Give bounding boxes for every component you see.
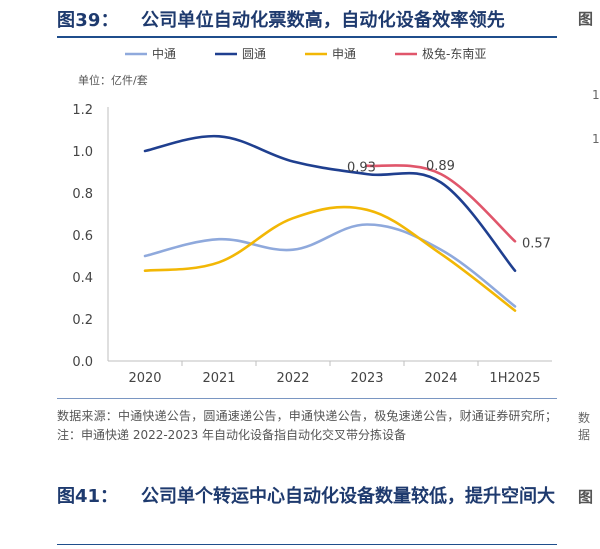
unit-label: 单位：亿件/套	[78, 73, 148, 87]
series-group	[143, 134, 517, 312]
legend-label: 中通	[152, 46, 176, 61]
source-note: 数据来源：中通快递公告，圆通速递公告，申通快递公告，极兔速递公告，财通证券研究所…	[57, 409, 557, 442]
series-line	[143, 134, 517, 272]
x-tick-label: 2021	[202, 371, 235, 386]
figure-title-bottom: 图41： 公司单个转运中心自动化设备数量较低，提升空间大	[57, 483, 557, 511]
y-tick-label: 0.8	[72, 187, 93, 202]
data-label: 0.93	[347, 161, 376, 176]
series-line	[365, 164, 517, 243]
figure-title-top: 图39： 公司单位自动化票数高，自动化设备效率领先	[57, 6, 505, 32]
right-column-tick-fragment: 1	[592, 132, 600, 146]
legend-label: 申通	[332, 47, 356, 61]
title-rule	[57, 36, 557, 38]
data-label: 0.89	[426, 159, 455, 174]
line-chart: 中通 圆通 申通 极兔-东南亚 单位：亿件/套 0.0 0.2 0.4 0.6 0.8 1.0 1…	[72, 46, 552, 386]
legend-item: 申通	[305, 47, 356, 61]
series-line	[143, 205, 517, 312]
y-tick-label: 0.0	[72, 355, 93, 370]
legend-item: 圆通	[215, 47, 266, 61]
figure-title-text: 公司单个转运中心自动化设备数量较低，提升空间大	[141, 486, 555, 507]
figure-number: 图39：	[57, 10, 119, 31]
series-line	[143, 223, 517, 308]
y-tick-label: 0.6	[72, 229, 93, 244]
x-tick-label: 2020	[128, 371, 161, 386]
x-tick-label: 2024	[424, 371, 457, 386]
legend-label: 极兔-东南亚	[422, 46, 486, 61]
y-tick-label: 0.2	[72, 313, 93, 328]
axes: 0.0 0.2 0.4 0.6 0.8 1.0 1.2 2020 2021 2022 2023 202…	[72, 103, 552, 386]
legend-item: 极兔-东南亚	[395, 46, 486, 61]
figure-title-text: 公司单位自动化票数高，自动化设备效率领先	[141, 10, 505, 31]
source-rule	[57, 398, 557, 399]
legend: 中通 圆通 申通 极兔-东南亚	[125, 46, 486, 61]
right-column-title-fragment: 图	[578, 488, 594, 506]
x-tick-label: 2022	[276, 371, 309, 386]
y-tick-label: 0.4	[72, 271, 93, 286]
x-tick-label: 2023	[350, 371, 383, 386]
right-column-source-fragment: 数据	[578, 411, 591, 442]
y-tick-label: 1.2	[72, 103, 93, 118]
right-column-tick-fragment: 1	[592, 88, 600, 102]
data-label: 0.57	[522, 236, 551, 251]
data-labels: 0.93 0.89 0.57	[347, 159, 551, 251]
right-column-title-fragment: 图	[578, 10, 594, 28]
bottom-rule	[57, 544, 557, 545]
figure-number: 图41：	[57, 486, 119, 507]
legend-label: 圆通	[242, 47, 266, 61]
legend-item: 中通	[125, 46, 176, 61]
x-tick-label: 1H2025	[489, 371, 540, 386]
y-tick-label: 1.0	[72, 145, 93, 160]
